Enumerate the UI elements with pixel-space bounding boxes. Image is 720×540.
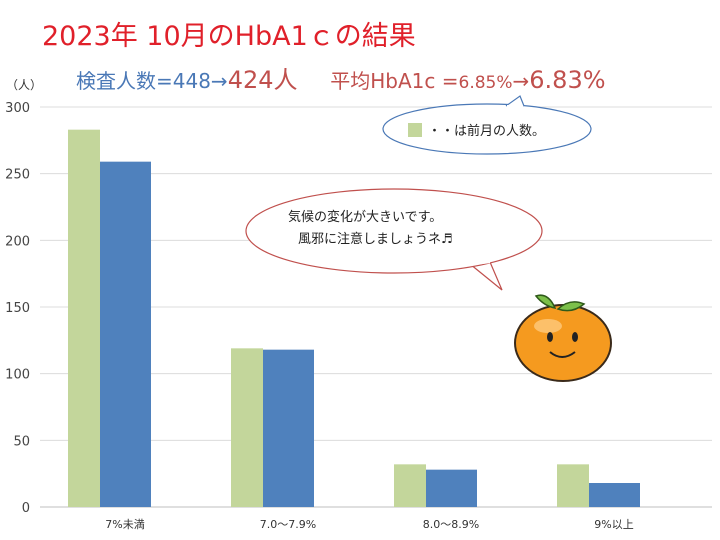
tangerine-mascot-icon <box>514 294 612 382</box>
avg-prev: 6.85% <box>458 73 513 93</box>
y-tick-label: 300 <box>5 101 30 116</box>
legend-note-bubble: ・・は前月の人数。 <box>382 95 592 155</box>
x-axis-ticks: 7%未満 7.0〜7.9% 8.0〜8.9% 9%以上 <box>105 518 633 531</box>
bar-current-month <box>426 469 477 507</box>
avg-arrow: → <box>512 69 530 93</box>
avg-label: 平均HbA1c = <box>330 69 459 93</box>
y-tick-label: 250 <box>5 168 30 183</box>
comment-bubble: 気候の変化が大きいです。 風邪に注意しましょうネ♬ <box>245 188 543 291</box>
bar-prev-month <box>68 129 100 507</box>
x-tick-label: 8.0〜8.9% <box>423 518 479 531</box>
bar-current-month <box>100 161 151 507</box>
legend-swatch-prev-month <box>408 123 422 137</box>
bar-prev-month <box>231 348 263 507</box>
bar-prev-month <box>394 464 426 507</box>
bars <box>68 129 640 507</box>
x-tick-label: 7%未満 <box>105 518 144 531</box>
y-axis-ticks: 0 50 100 150 200 250 300 <box>5 101 30 516</box>
bar-prev-month <box>557 464 589 507</box>
count-label: 検査人数=448→ <box>76 69 228 93</box>
bar-current-month <box>589 483 640 507</box>
y-tick-label: 100 <box>5 368 30 383</box>
avg-value: 6.83% <box>529 66 606 94</box>
x-tick-label: 9%以上 <box>594 518 633 531</box>
page-title: 2023年 10月のHbA1ｃの結果 <box>42 21 416 52</box>
y-tick-label: 200 <box>5 234 30 249</box>
comment-line-1: 気候の変化が大きいです。 <box>288 209 442 225</box>
bar-current-month <box>263 349 314 507</box>
count-value: 424人 <box>227 66 298 94</box>
legend-note-text: ・・は前月の人数。 <box>428 123 545 139</box>
y-axis-unit: （人） <box>6 78 43 92</box>
y-tick-label: 150 <box>5 301 30 316</box>
subtitle: 検査人数=448→424人 平均HbA1c =6.85%→6.83% <box>76 60 606 95</box>
x-tick-label: 7.0〜7.9% <box>260 518 316 531</box>
y-tick-label: 50 <box>13 434 30 449</box>
y-tick-label: 0 <box>22 501 30 516</box>
comment-line-2: 風邪に注意しましょうネ♬ <box>298 231 453 247</box>
